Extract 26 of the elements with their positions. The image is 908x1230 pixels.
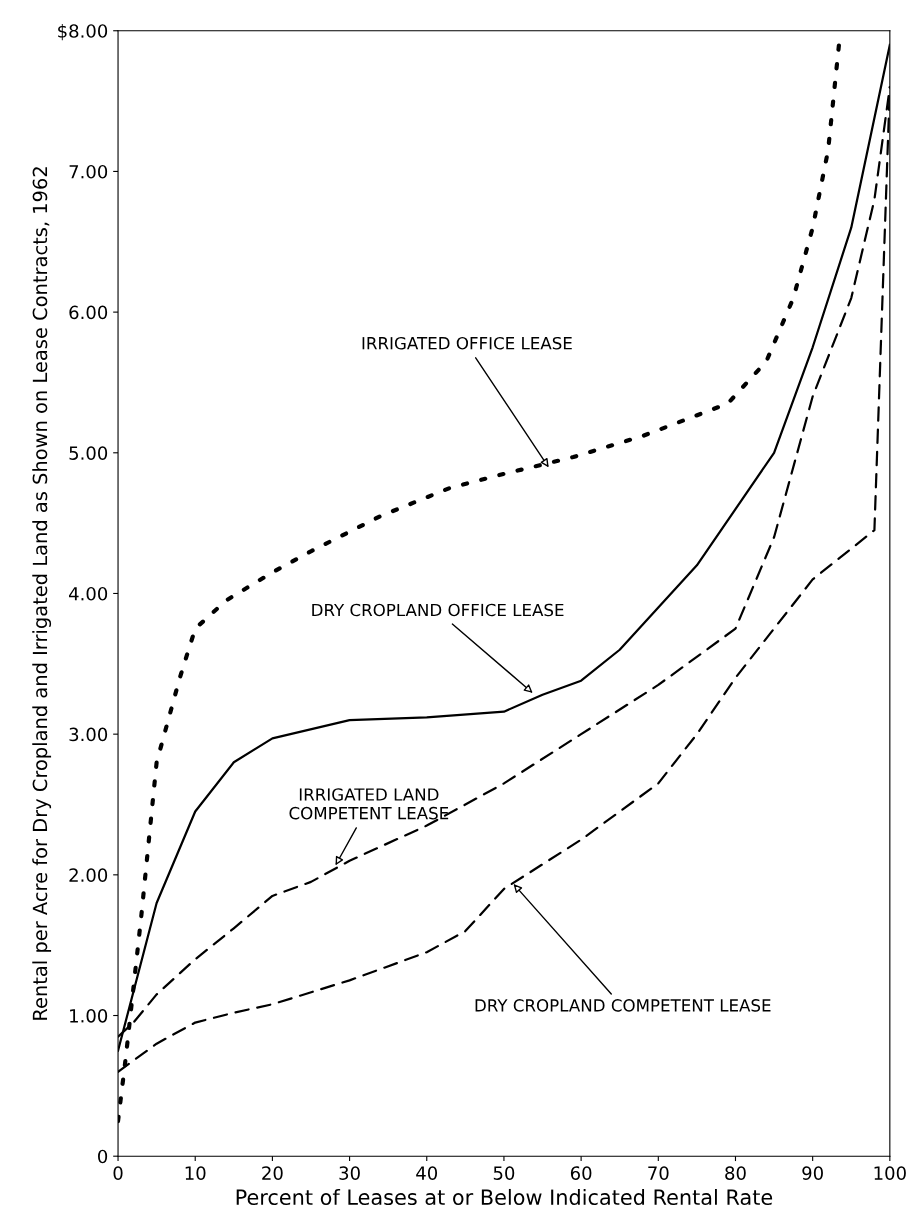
- y-tick-label: 7.00: [69, 164, 108, 179]
- x-tick-label: 40: [416, 1166, 438, 1180]
- annotation: IRRIGATED OFFICE LEASE: [362, 336, 572, 350]
- y-tick-label: 1.00: [70, 1008, 108, 1023]
- x-tick-label: 20: [262, 1166, 283, 1180]
- x-tick-label: 50: [493, 1166, 515, 1180]
- y-tick-label: 2.00: [69, 868, 108, 882]
- x-tick-label: 60: [570, 1166, 592, 1180]
- x-tick-label: 10: [185, 1166, 206, 1180]
- y-tick-label: 3.00: [69, 727, 108, 742]
- x-tick-label: 100: [874, 1166, 906, 1180]
- y-axis-title: Rental per Acre for Dry Cropland and Irrigated Land as Shown on Lease Contracts, 1962: [32, 167, 52, 1020]
- x-axis-title: Percent of Leases at or Below Indicated Rental Rate: [236, 1188, 773, 1206]
- x-tick-label: 0: [113, 1166, 123, 1180]
- x-tick-label: 30: [339, 1166, 360, 1180]
- y-tick-label: $8.00: [58, 23, 108, 41]
- annotation: IRRIGATED LAND COMPETENT LEASE: [289, 788, 449, 820]
- y-tick-label: 0: [98, 1149, 108, 1164]
- annotation: DRY CROPLAND OFFICE LEASE: [312, 603, 564, 617]
- y-tick-label: 5.00: [69, 446, 108, 460]
- x-tick-label: 90: [802, 1166, 823, 1180]
- y-tick-label: 4.00: [69, 586, 108, 601]
- x-tick-label: 70: [648, 1166, 669, 1180]
- y-tick-label: 6.00: [69, 305, 108, 320]
- annotation: DRY CROPLAND COMPETENT LEASE: [475, 999, 771, 1012]
- x-tick-label: 80: [725, 1166, 746, 1180]
